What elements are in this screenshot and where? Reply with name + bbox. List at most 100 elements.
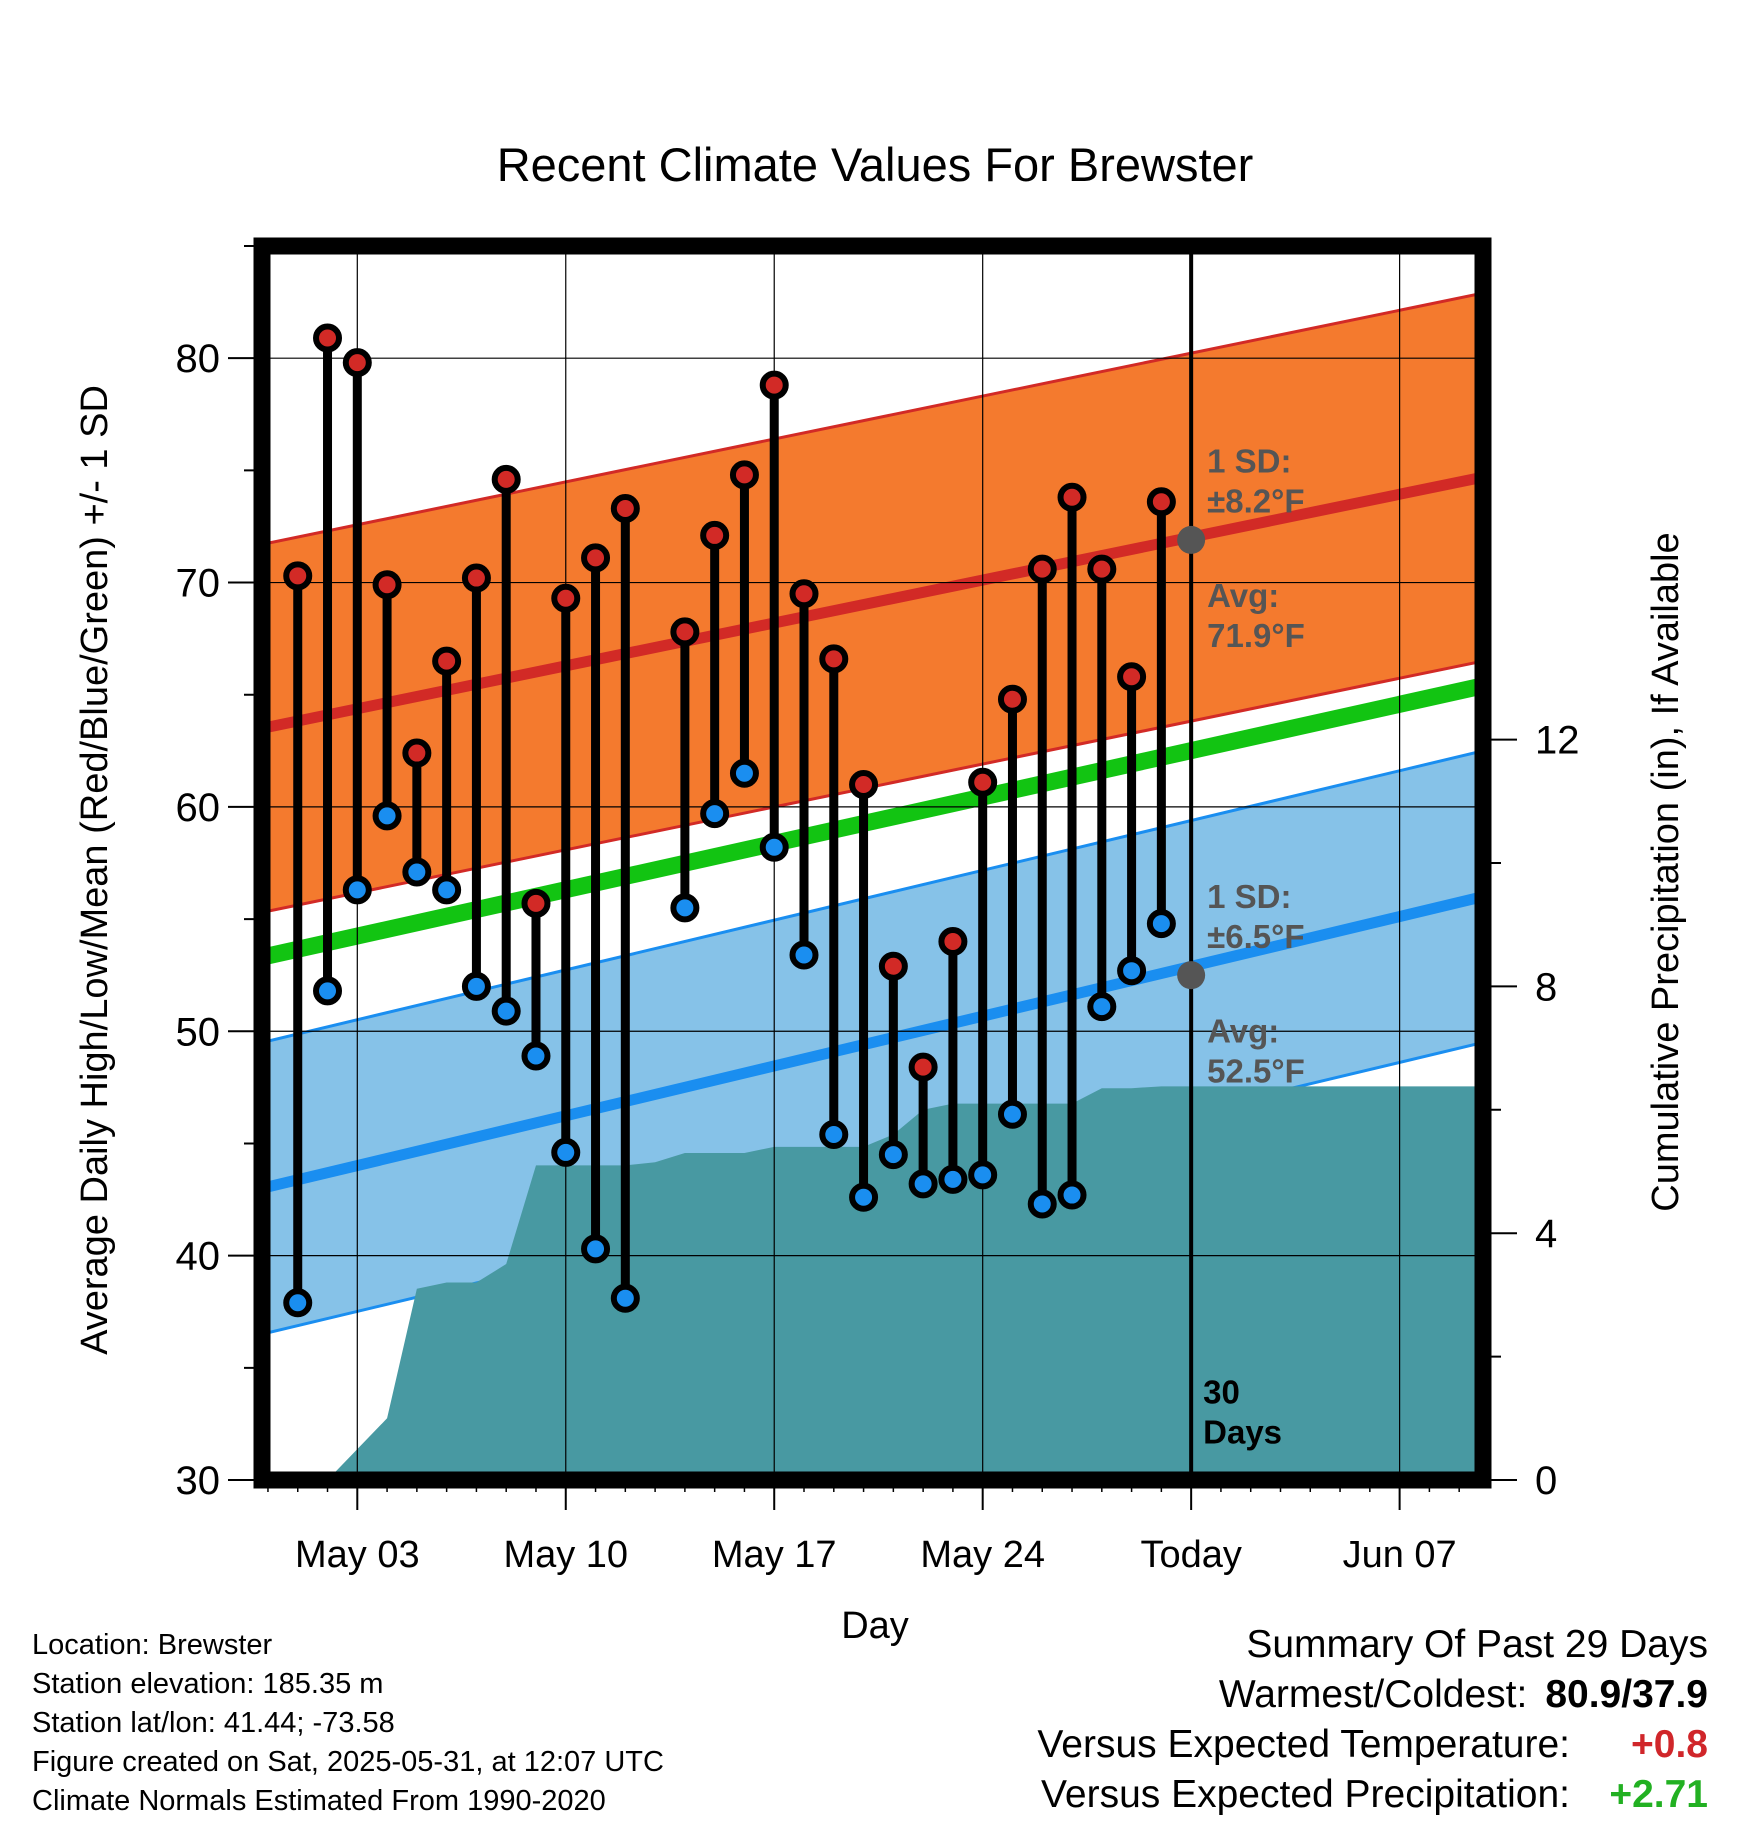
- elevation-text: Station elevation: 185.35 m: [32, 1668, 384, 1700]
- daily-low-point: [729, 758, 759, 788]
- y-tick-label: 80: [176, 337, 221, 381]
- daily-low-point: [342, 875, 372, 905]
- x-tick-label: Jun 07: [1343, 1534, 1457, 1576]
- daily-high-point: [521, 888, 551, 918]
- temp-departure-value: +0.8: [1631, 1723, 1708, 1766]
- daily-low-point: [491, 996, 521, 1026]
- y-tick-label: 40: [176, 1235, 221, 1279]
- daily-low-point: [700, 799, 730, 829]
- high-avg-annotation: Avg: 71.9°F: [1207, 577, 1305, 654]
- daily-high-point: [313, 323, 343, 353]
- y-tick-label: 50: [176, 1010, 221, 1054]
- high-sd-band-upper-edge: [262, 291, 1483, 546]
- daily-high-point: [997, 684, 1027, 714]
- daily-low-point: [1087, 992, 1117, 1022]
- daily-high-point: [1057, 482, 1087, 512]
- days-annotation: 30 Days: [1203, 1374, 1282, 1451]
- low-avg-annotation: Avg: 52.5°F: [1207, 1012, 1305, 1089]
- daily-low-point: [521, 1041, 551, 1071]
- daily-low-point: [1057, 1180, 1087, 1210]
- daily-low-point: [968, 1160, 998, 1190]
- y-axis-label: Average Daily High/Low/Mean (Red/Blue/Gr…: [74, 385, 116, 1355]
- daily-high-point: [1117, 662, 1147, 692]
- daily-high-point: [968, 767, 998, 797]
- daily-low-point: [461, 971, 491, 1001]
- daily-low-point: [759, 832, 789, 862]
- normal-low-line: [262, 891, 1483, 1194]
- location-text: Location: Brewster: [32, 1629, 273, 1661]
- y2-tick-label: 4: [1535, 1212, 1557, 1256]
- warm-cold-row: Warmest/Coldest: 80.9/37.9: [1037, 1670, 1708, 1720]
- daily-low-point: [789, 940, 819, 970]
- precipitation-area: [267, 1086, 1483, 1480]
- x-axis-label: Day: [841, 1605, 909, 1647]
- created-text: Figure created on Sat, 2025-05-31, at 12…: [32, 1746, 664, 1778]
- daily-low-point: [283, 1288, 313, 1318]
- x-tick-label: May 03: [295, 1534, 420, 1576]
- daily-high-point: [610, 494, 640, 524]
- daily-low-point: [908, 1169, 938, 1199]
- daily-high-point: [878, 951, 908, 981]
- y2-axis-label: Cumulative Precipitation (in), If Availa…: [1645, 532, 1687, 1211]
- daily-high-point: [849, 769, 879, 799]
- summary-panel: Summary Of Past 29 Days Warmest/Coldest:…: [1037, 1620, 1708, 1820]
- daily-high-point: [491, 464, 521, 494]
- normal-mean-line: [262, 677, 1483, 966]
- station-info: Location: Brewster Station elevation: 18…: [32, 1626, 664, 1821]
- daily-low-point: [432, 875, 462, 905]
- y-tick-label: 60: [176, 786, 221, 830]
- daily-high-point: [372, 570, 402, 600]
- plot-area: 1 SD: ±8.2°F Avg: 71.9°F 1 SD: ±6.5°F Avg: 52.5…: [176, 237, 1580, 1576]
- daily-low-point: [997, 1099, 1027, 1129]
- precip-departure-label: Versus Expected Precipitation:: [1041, 1773, 1570, 1816]
- daily-low-point: [1027, 1189, 1057, 1219]
- temp-departure-label: Versus Expected Temperature:: [1037, 1723, 1570, 1766]
- daily-high-point: [1087, 554, 1117, 584]
- daily-low-point: [372, 801, 402, 831]
- precip-departure-row: Versus Expected Precipitation: +2.71: [1037, 1770, 1708, 1820]
- daily-high-point: [789, 579, 819, 609]
- today-high-avg-marker: [1177, 525, 1206, 554]
- daily-low-point: [313, 976, 343, 1006]
- warm-cold-label: Warmest/Coldest:: [1218, 1673, 1528, 1716]
- normal-high-line: [262, 471, 1483, 734]
- y-tick-label: 70: [176, 562, 221, 606]
- today-low-avg-marker: [1177, 961, 1206, 990]
- daily-high-point: [432, 646, 462, 676]
- temp-departure-row: Versus Expected Temperature: +0.8: [1037, 1720, 1708, 1770]
- normals-text: Climate Normals Estimated From 1990-2020: [32, 1785, 606, 1817]
- daily-low-point: [581, 1234, 611, 1264]
- x-tick-label: May 17: [712, 1534, 837, 1576]
- high-sd-annotation: 1 SD: ±8.2°F: [1207, 443, 1304, 520]
- y-tick-label: 30: [176, 1459, 221, 1503]
- daily-high-point: [551, 583, 581, 613]
- daily-high-point: [938, 927, 968, 957]
- daily-high-point: [1146, 487, 1176, 517]
- daily-high-point: [729, 460, 759, 490]
- daily-high-point: [759, 370, 789, 400]
- daily-low-point: [670, 893, 700, 923]
- daily-low-point: [819, 1119, 849, 1149]
- daily-low-point: [551, 1137, 581, 1167]
- x-tick-label: Today: [1140, 1534, 1241, 1576]
- y2-tick-label: 8: [1535, 965, 1557, 1009]
- chart-title: Recent Climate Values For Brewster: [497, 138, 1254, 191]
- warm-cold-value: 80.9/37.9: [1545, 1673, 1708, 1716]
- low-sd-annotation: 1 SD: ±6.5°F: [1207, 878, 1304, 955]
- daily-high-point: [342, 348, 372, 378]
- daily-low-point: [938, 1164, 968, 1194]
- daily-high-point: [461, 563, 491, 593]
- plot-content: 1 SD: ±8.2°F Avg: 71.9°F 1 SD: ±6.5°F Avg: 52.5…: [262, 246, 1483, 1480]
- daily-high-point: [908, 1052, 938, 1082]
- daily-low-point: [1117, 956, 1147, 986]
- precip-departure-value: +2.71: [1609, 1773, 1708, 1816]
- daily-high-point: [283, 561, 313, 591]
- daily-high-point: [581, 543, 611, 573]
- daily-low-point: [849, 1182, 879, 1212]
- y2-tick-label: 0: [1535, 1459, 1557, 1503]
- daily-low-point: [402, 857, 432, 887]
- y2-tick-label: 12: [1535, 719, 1580, 763]
- summary-title: Summary Of Past 29 Days: [1246, 1623, 1708, 1666]
- x-tick-label: May 10: [503, 1534, 628, 1576]
- daily-high-point: [819, 644, 849, 674]
